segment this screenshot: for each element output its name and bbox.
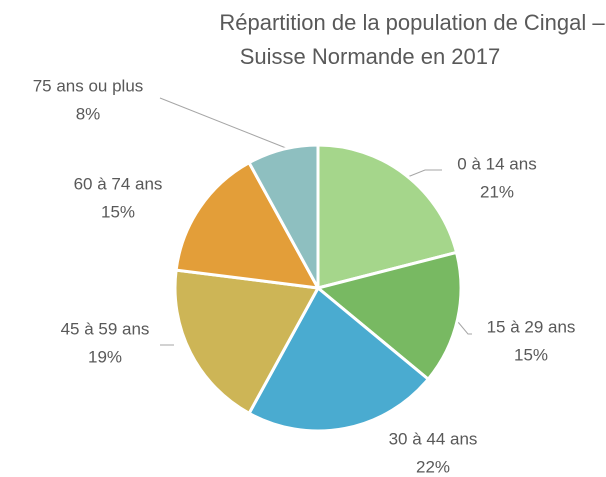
- slice-label: 45 à 59 ans: [61, 319, 150, 338]
- leader-line: [457, 321, 472, 335]
- pie-slice: [173, 268, 321, 416]
- chart-title: Suisse Normande en 2017: [240, 44, 501, 69]
- slice-label: 30 à 44 ans: [389, 429, 478, 448]
- slice-value: 15%: [101, 202, 135, 221]
- slice-value: 21%: [480, 182, 514, 201]
- leader-line: [404, 169, 442, 179]
- leader-line: [159, 97, 287, 149]
- pie-slice: [247, 143, 320, 289]
- chart-title: Répartition de la population de Cingal –: [219, 10, 605, 35]
- pie-slice: [247, 285, 431, 433]
- slice-value: 22%: [416, 457, 450, 476]
- pie-slice: [314, 250, 463, 382]
- slice-label: 15 à 29 ans: [487, 317, 576, 336]
- pie-slice: [316, 143, 459, 290]
- slice-label: 60 à 74 ans: [74, 174, 163, 193]
- slice-value: 19%: [88, 347, 122, 366]
- pie-slice: [174, 160, 321, 290]
- slice-label: 0 à 14 ans: [457, 154, 536, 173]
- slice-label: 75 ans ou plus: [33, 76, 144, 95]
- slice-value: 8%: [76, 104, 101, 123]
- slice-value: 15%: [514, 345, 548, 364]
